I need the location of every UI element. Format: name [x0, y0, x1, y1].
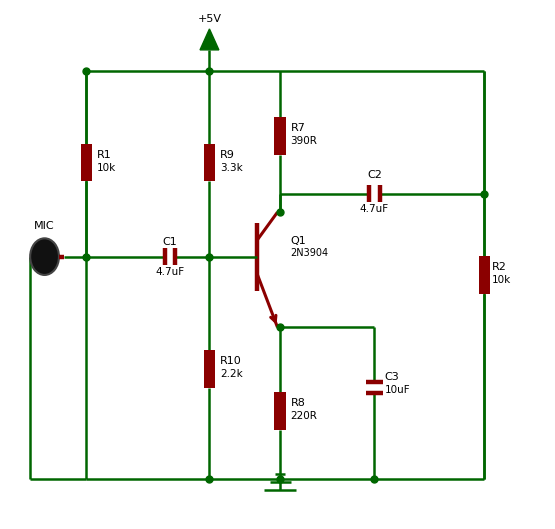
Bar [274, 117, 286, 155]
Text: 3.3k: 3.3k [220, 162, 243, 172]
Text: Q1: Q1 [291, 235, 306, 245]
Text: MIC: MIC [34, 222, 55, 231]
Bar [274, 392, 286, 430]
Text: C1: C1 [163, 237, 178, 247]
Text: 4.7uF: 4.7uF [155, 267, 185, 277]
Text: 2N3904: 2N3904 [291, 248, 329, 258]
Text: 10uF: 10uF [385, 385, 411, 395]
Text: 10k: 10k [492, 275, 511, 285]
Bar [478, 256, 490, 294]
Text: +5V: +5V [198, 14, 221, 24]
Text: R10: R10 [220, 357, 241, 367]
Text: C3: C3 [385, 372, 400, 381]
Text: 220R: 220R [291, 412, 317, 421]
Text: 4.7uF: 4.7uF [360, 204, 389, 214]
Text: R2: R2 [492, 262, 507, 272]
Text: 10k: 10k [97, 162, 116, 172]
Ellipse shape [30, 239, 59, 275]
Text: R8: R8 [291, 398, 305, 408]
Text: 2.2k: 2.2k [220, 369, 243, 379]
Bar [80, 143, 92, 181]
Polygon shape [200, 29, 219, 50]
Text: R9: R9 [220, 150, 235, 160]
Text: R1: R1 [97, 150, 112, 160]
Text: R7: R7 [291, 123, 305, 133]
Bar [204, 350, 215, 388]
Bar [204, 143, 215, 181]
Text: C2: C2 [367, 170, 382, 180]
Text: 390R: 390R [291, 136, 317, 147]
